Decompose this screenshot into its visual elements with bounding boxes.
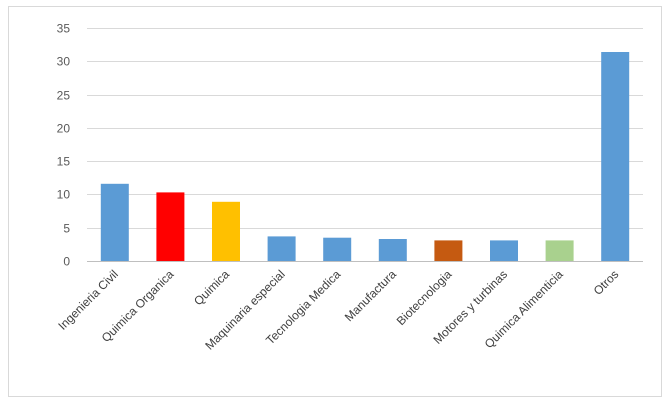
bar-manufactura	[378, 239, 407, 261]
bar-tecnologia-medica	[323, 237, 352, 261]
bar-quimica-organica	[156, 192, 185, 261]
y-tick-label: 20	[57, 122, 71, 136]
bar-otros	[601, 52, 630, 261]
bar-quimica-alimenticia	[545, 240, 574, 261]
bars	[100, 52, 630, 261]
y-tick-label: 10	[57, 188, 71, 202]
y-tick-label: 35	[57, 22, 71, 36]
y-axis-ticks: 0 5 10 15 20 25 30 35	[57, 22, 71, 269]
x-tick-label: Quimica	[191, 267, 232, 308]
bar-biotecnologia	[434, 240, 463, 261]
x-tick-label: Manufactura	[342, 267, 399, 324]
y-tick-label: 0	[63, 255, 70, 269]
x-tick-label: Otros	[591, 267, 622, 298]
y-tick-label: 30	[57, 55, 71, 69]
y-tick-label: 25	[57, 89, 71, 103]
bar-maquinaria-especial	[267, 236, 296, 261]
y-tick-label: 15	[57, 155, 71, 169]
bar-quimica	[212, 201, 240, 261]
bar-ingenieria-civil	[100, 183, 129, 261]
bar-motores-y-turbinas	[490, 240, 518, 261]
x-tick-label: Biotecnologia	[394, 267, 455, 328]
y-tick-label: 5	[63, 222, 70, 236]
